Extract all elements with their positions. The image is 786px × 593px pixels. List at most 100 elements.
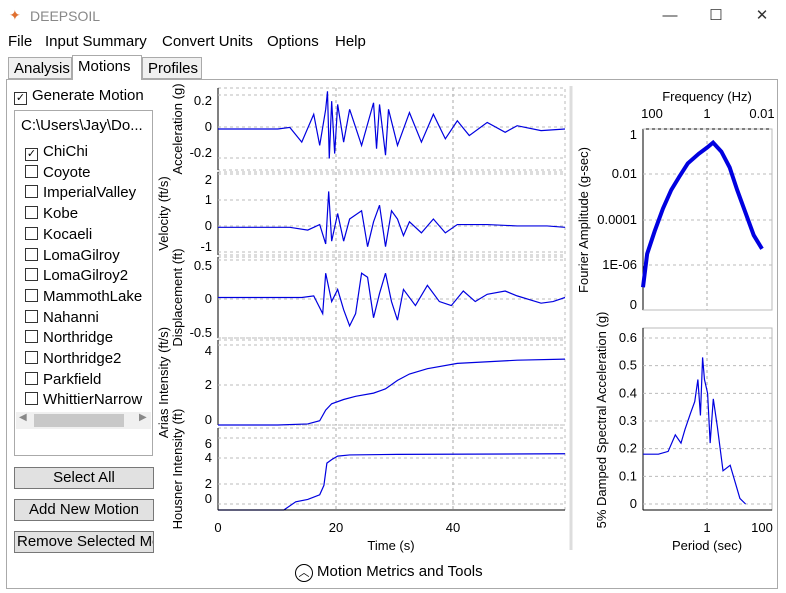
y-tick-label: 0.0001 <box>597 212 637 227</box>
maximize-button[interactable]: ☐ <box>709 7 723 24</box>
title-bar: ✦ DEEPSOIL — ☐ ✕ <box>0 0 786 32</box>
x-axis-label: Period (sec) <box>672 538 742 553</box>
motion-path: C:\Users\Jay\Do... <box>21 117 143 134</box>
checkbox-icon: ✓ <box>14 92 27 105</box>
motion-name: WhittierNarrow <box>43 391 143 409</box>
y-tick-label: 0 <box>205 291 212 306</box>
motion-name: Nahanni <box>43 308 99 326</box>
motion-name: Northridge <box>43 329 114 347</box>
motion-item[interactable]: ImperialValley <box>25 184 136 201</box>
series-line <box>218 191 566 247</box>
motion-item[interactable]: Parkfield <box>25 371 101 388</box>
series-line <box>218 358 566 426</box>
y-tick-label: 2 <box>205 377 212 392</box>
motion-item[interactable]: Northridge <box>25 329 113 346</box>
x-tick-label: 0.01 <box>749 106 774 121</box>
x-tick-label: 100 <box>641 106 663 121</box>
select-all-button[interactable]: Select All <box>14 467 154 489</box>
motion-name: LomaGilroy <box>43 246 120 264</box>
y-axis-label: Fourier Amplitude (g-sec) <box>576 147 591 293</box>
y-tick-label: 0 <box>630 297 637 312</box>
checkbox-icon <box>25 371 38 385</box>
horizontal-scrollbar[interactable]: ◀ ▶ <box>16 412 151 429</box>
menu-options[interactable]: Options <box>267 33 319 50</box>
y-axis-label: 5% Damped Spectral Acceleration (g) <box>594 312 609 529</box>
y-tick-label: 1E-06 <box>602 257 637 272</box>
checkbox-icon <box>25 309 38 323</box>
tab-profiles[interactable]: Profiles <box>142 57 202 79</box>
fourier-chart: 1 0.01 0.0001 1E-06 0 100 1 0.01 Frequency (Hz) F… <box>576 89 775 312</box>
y-tick-label: 2 <box>205 172 212 187</box>
app-logo-icon: ✦ <box>9 7 21 23</box>
generate-motion-checkbox[interactable]: ✓ Generate Motion <box>14 87 144 105</box>
time-series-chart: 0.5 0 -0.5 Displacement (ft) <box>170 248 566 347</box>
y-tick-label: 0.01 <box>612 166 637 181</box>
y-axis-label: Velocity (ft/s) <box>156 176 171 250</box>
motion-item[interactable]: Kobe <box>25 205 78 222</box>
motion-name: ImperialValley <box>43 184 137 202</box>
motion-metrics-label: Motion Metrics and Tools <box>317 563 483 580</box>
x-tick-label: 0 <box>214 520 221 535</box>
y-tick-label: 0.2 <box>194 93 212 108</box>
motion-item[interactable]: Nahanni <box>25 309 99 326</box>
menu-file[interactable]: File <box>8 33 33 50</box>
x-axis-label: Frequency (Hz) <box>662 89 752 104</box>
x-tick-label: 1 <box>703 520 710 535</box>
remove-selected-motion-button[interactable]: Remove Selected Motion <box>14 531 154 553</box>
checkbox-icon <box>25 288 38 302</box>
time-series-chart: 2 1 0 -1 Velocity (ft/s) <box>156 171 566 256</box>
motion-item[interactable]: LomaGilroy2 <box>25 267 128 284</box>
scrollbar-thumb[interactable] <box>34 414 124 427</box>
motion-name: Northridge2 <box>43 350 122 367</box>
checkbox-icon: ✓ <box>25 148 38 161</box>
response-spectrum-chart: 0.6 0.5 0.4 0.3 0.2 0.1 0 1 100 Period (sec) 5% Da… <box>594 312 773 553</box>
menu-convert-units[interactable]: Convert Units <box>162 33 253 50</box>
motion-item[interactable]: ✓ ChiChi <box>25 143 88 161</box>
checkbox-icon <box>25 268 38 282</box>
y-tick-label: 0.6 <box>619 330 637 345</box>
menu-input-summary[interactable]: Input Summary <box>45 33 147 50</box>
minimize-button[interactable]: — <box>662 7 678 24</box>
series-line <box>218 453 566 511</box>
y-tick-label: -0.2 <box>190 145 212 160</box>
y-axis-label: Housner Intensity (ft) <box>170 409 185 530</box>
motion-name: Kobe <box>43 205 79 223</box>
y-axis-label: Arias Intensity (ft/s) <box>156 327 171 438</box>
y-axis-label: Acceleration (g) <box>170 83 185 174</box>
checkbox-icon <box>25 185 38 199</box>
y-tick-label: 0 <box>205 119 212 134</box>
menu-help[interactable]: Help <box>335 33 366 50</box>
y-tick-label: 1 <box>205 192 212 207</box>
chevron-up-circle-icon: ︿ <box>295 564 313 582</box>
motion-item[interactable]: MammothLake <box>25 288 142 305</box>
series-line <box>218 91 566 159</box>
motion-item[interactable]: Coyote <box>25 164 91 181</box>
add-new-motion-button[interactable]: Add New Motion <box>14 499 154 521</box>
motion-item[interactable]: LomaGilroy <box>25 247 120 264</box>
checkbox-icon <box>25 164 38 178</box>
window-title: DEEPSOIL <box>30 8 101 24</box>
checkbox-icon <box>25 330 38 344</box>
y-tick-label: 6 <box>205 436 212 451</box>
checkbox-icon <box>25 206 38 220</box>
y-tick-label: 1 <box>630 127 637 142</box>
y-tick-label: 2 <box>205 476 212 491</box>
y-tick-label: 0.5 <box>194 258 212 273</box>
tab-motions[interactable]: Motions <box>72 55 142 80</box>
motion-item[interactable]: Northridge2 <box>25 350 121 367</box>
scroll-left-icon[interactable]: ◀ <box>19 412 27 423</box>
tab-analysis[interactable]: Analysis <box>8 57 72 79</box>
x-tick-label: 1 <box>703 106 710 121</box>
series-line <box>641 139 764 288</box>
motion-metrics-toggle[interactable]: ︿ Motion Metrics and Tools <box>295 563 483 582</box>
x-tick-label: 40 <box>446 520 460 535</box>
close-button[interactable]: ✕ <box>755 7 769 24</box>
x-axis-label: Time (s) <box>367 538 414 553</box>
scroll-right-icon[interactable]: ▶ <box>139 412 147 423</box>
motion-item[interactable]: WhittierNarrow <box>25 391 142 408</box>
x-tick-label: 20 <box>329 520 343 535</box>
motion-item[interactable]: Kocaeli <box>25 226 92 243</box>
motion-name: Coyote <box>43 163 91 181</box>
